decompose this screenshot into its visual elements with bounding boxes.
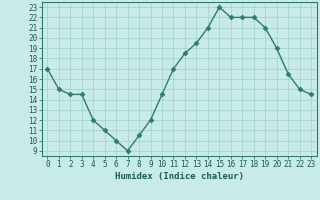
X-axis label: Humidex (Indice chaleur): Humidex (Indice chaleur)	[115, 172, 244, 181]
